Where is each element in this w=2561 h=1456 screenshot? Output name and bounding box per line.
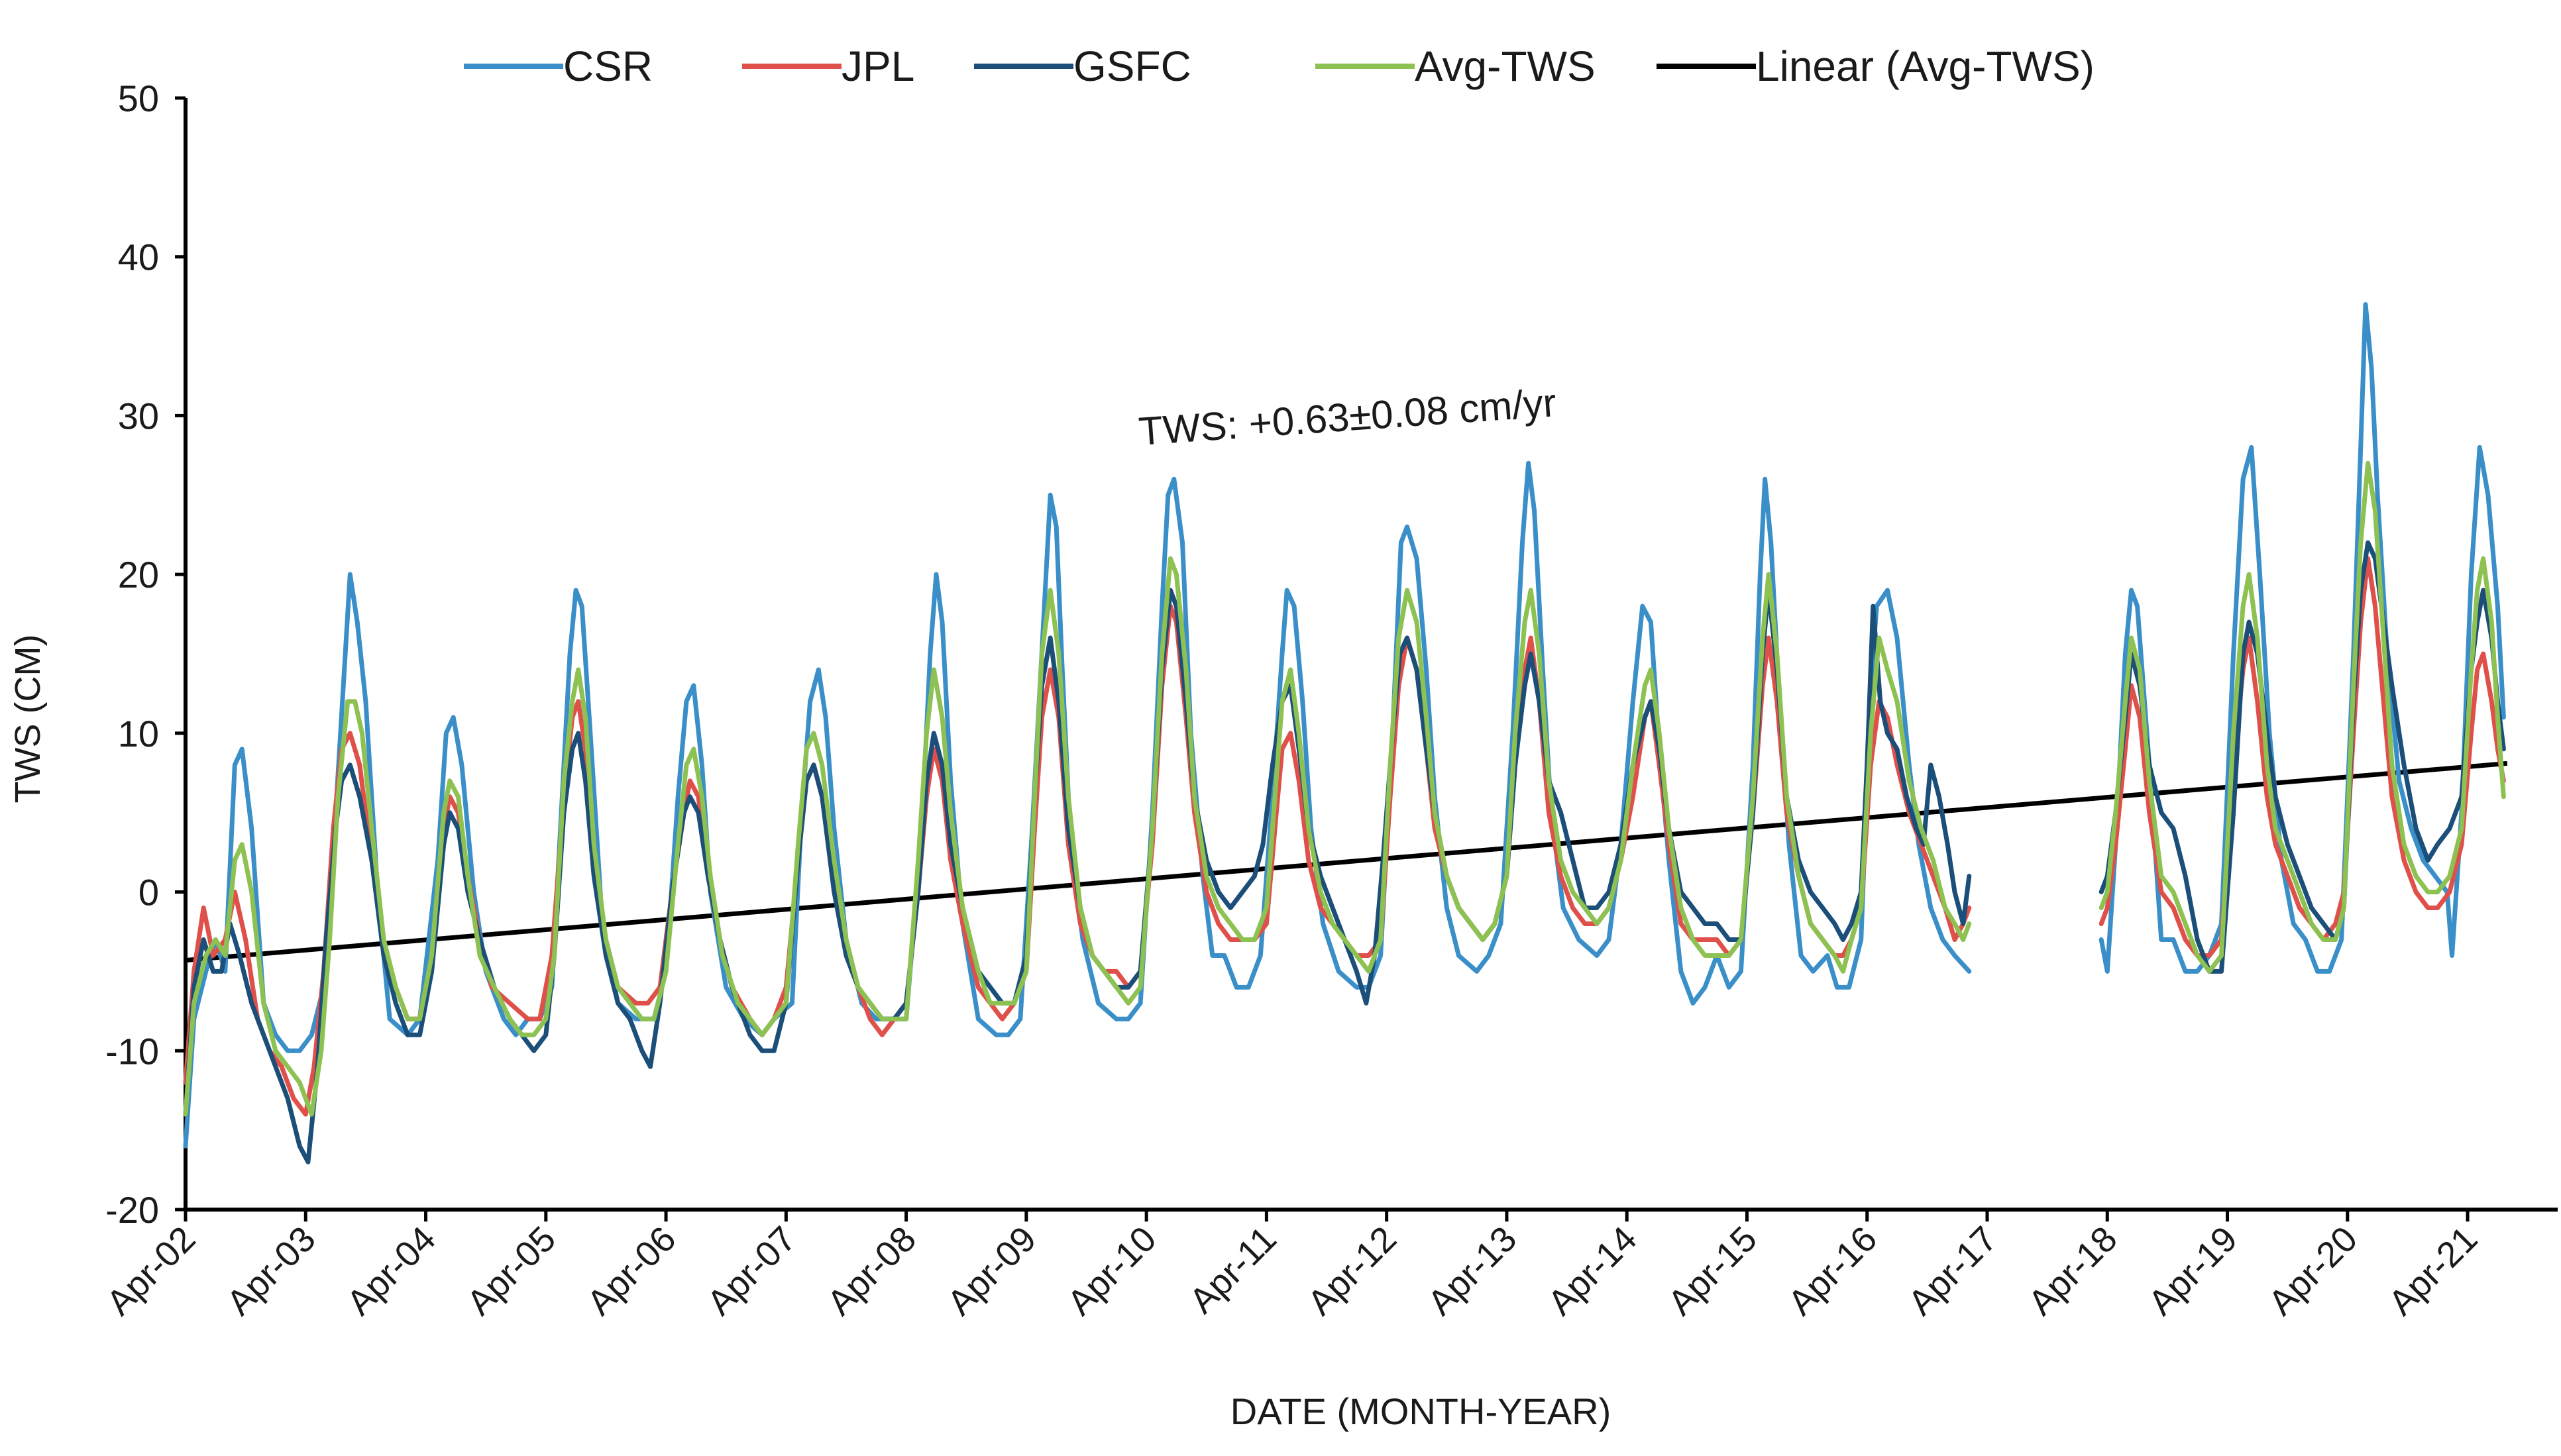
legend-label-avg-tws: Avg-TWS [1415, 42, 1596, 90]
series-line-avg-tws [183, 556, 1972, 1117]
legend-label-linear-avg-tws: Linear (Avg-TWS) [1756, 42, 2095, 90]
legend-label-jpl: JPL [842, 42, 914, 90]
y-tick-label: 20 [118, 554, 159, 596]
series-line-avg-tws [2098, 460, 2506, 974]
y-tick-label: 0 [138, 872, 159, 913]
series-line-gsfc [2098, 540, 2506, 974]
series-layer [183, 302, 2506, 1165]
series-line-csr [2098, 302, 2506, 974]
y-axis-title: TWS (CM) [8, 635, 48, 804]
legend: CSR JPL GSFC Avg-TWS Linear (Avg-TWS) [464, 42, 2095, 90]
y-tick-label: 30 [118, 395, 159, 437]
x-axis-title: DATE (MONTH-YEAR) [1230, 1390, 1611, 1432]
series-line-csr [183, 460, 1972, 1149]
y-axis: -20 -10 0 10 20 30 40 50 [105, 78, 188, 1231]
y-tick-label: 50 [118, 78, 159, 119]
y-tick-label: 40 [118, 236, 159, 278]
y-tick-label: -20 [105, 1189, 159, 1231]
y-tick-label: -10 [105, 1030, 159, 1072]
y-tick-label: 10 [118, 713, 159, 754]
legend-label-csr: CSR [563, 42, 653, 90]
legend-label-gsfc: GSFC [1073, 42, 1191, 90]
